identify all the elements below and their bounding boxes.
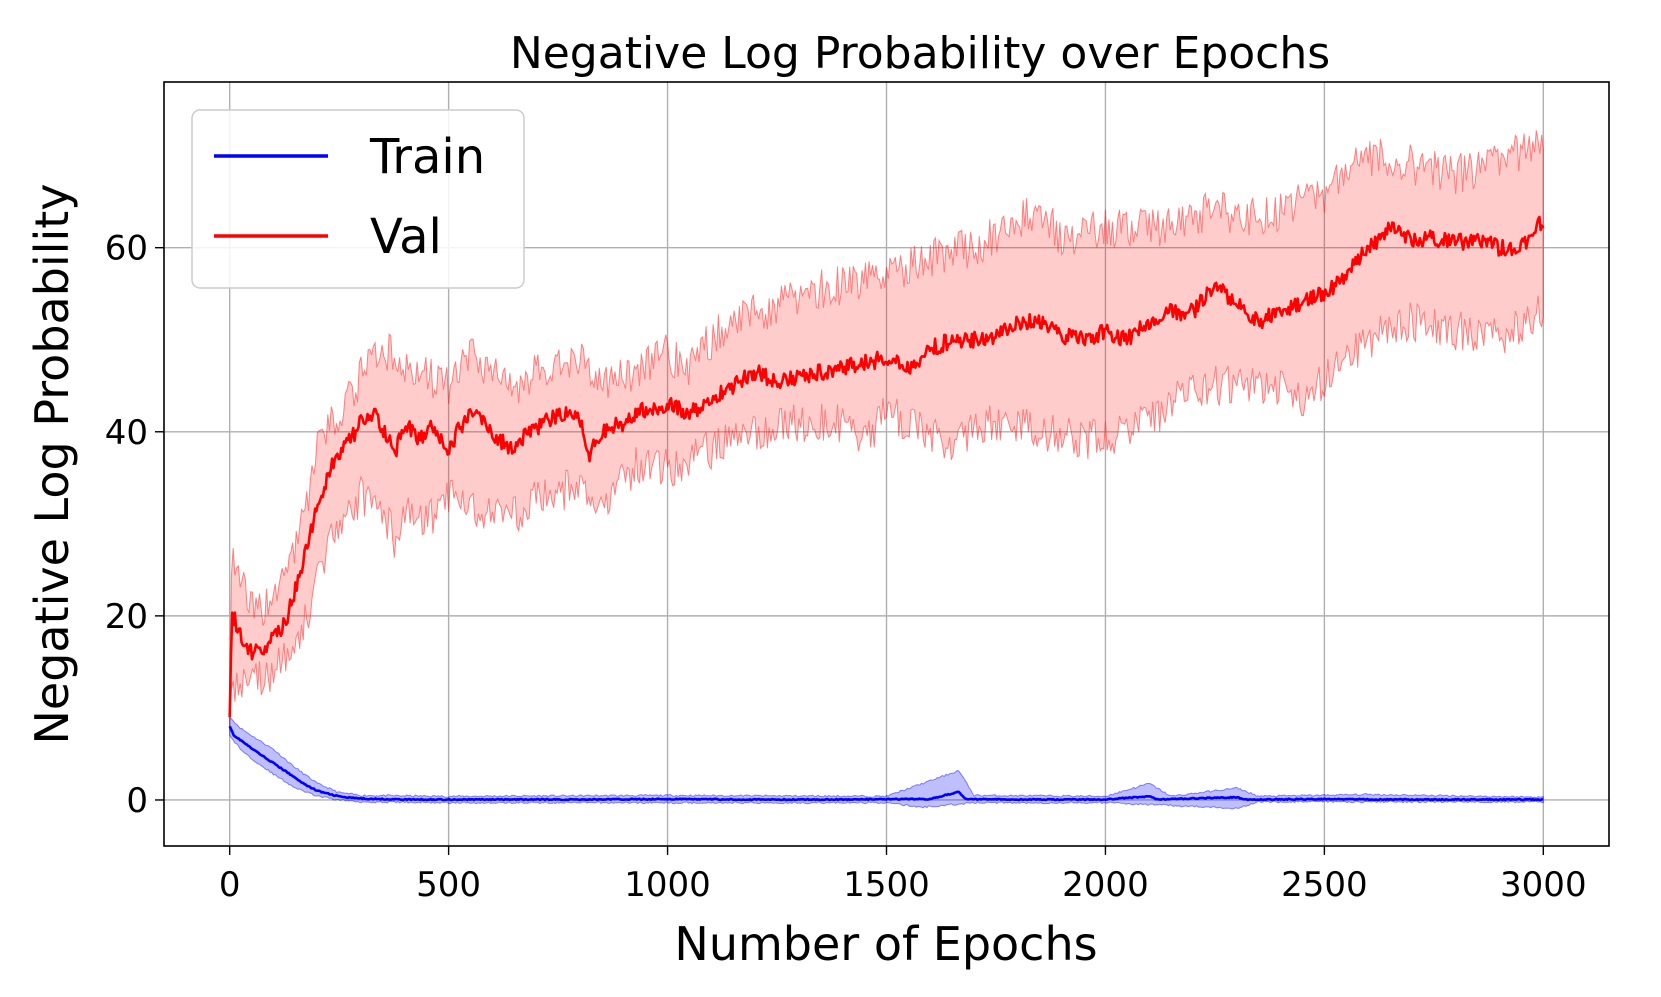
y-tick-label: 20 <box>105 597 148 637</box>
train-series-line <box>228 725 1544 802</box>
x-tick-label: 3000 <box>1500 865 1587 905</box>
y-tick-label: 60 <box>105 229 148 269</box>
x-tick-label: 2500 <box>1281 865 1368 905</box>
chart-title: Negative Log Probability over Epochs <box>510 28 1330 79</box>
legend-label-train: Train <box>369 129 485 185</box>
y-axis-ticks: 0 20 40 60 <box>105 229 164 821</box>
x-tick-label: 500 <box>416 865 481 905</box>
val-series-line <box>228 215 1545 718</box>
x-tick-label: 1500 <box>843 865 930 905</box>
y-axis-label: Negative Log Probability <box>25 183 79 744</box>
series-lines <box>228 215 1545 802</box>
x-axis-ticks: 0 500 1000 1500 2000 2500 3000 <box>219 846 1587 905</box>
legend-label-val: Val <box>370 209 442 265</box>
x-tick-label: 1000 <box>624 865 711 905</box>
x-tick-label: 2000 <box>1062 865 1149 905</box>
y-tick-label: 0 <box>126 781 148 821</box>
x-tick-label: 0 <box>219 865 241 905</box>
val-confidence-band <box>229 130 1544 727</box>
y-tick-label: 40 <box>105 413 148 453</box>
x-axis-label: Number of Epochs <box>674 917 1097 971</box>
legend: Train Val <box>191 109 525 289</box>
